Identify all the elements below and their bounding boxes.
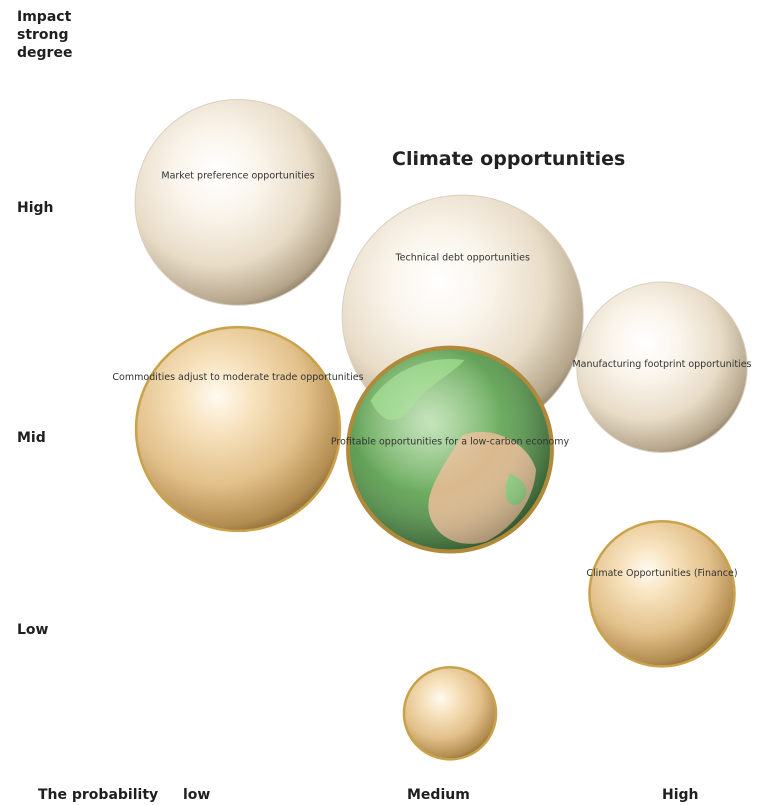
bubble <box>134 325 342 533</box>
bubble <box>576 281 748 453</box>
globe-shading <box>346 345 554 554</box>
x-axis-title: The probability <box>38 787 158 803</box>
bubble <box>346 345 554 554</box>
bubble <box>134 98 342 306</box>
bubble-sphere <box>588 520 736 668</box>
bubble-label: Market preference opportunities <box>161 170 314 181</box>
x-level-low: low <box>183 787 210 803</box>
bubble <box>588 520 736 668</box>
y-axis-title-line: Impact <box>17 9 72 25</box>
bubble-sphere <box>576 281 748 453</box>
bubble-sphere <box>134 98 342 306</box>
y-level-high: High <box>17 200 54 216</box>
y-level-mid: Mid <box>17 430 46 446</box>
bubble-label: Climate Opportunities (Finance) <box>586 568 737 579</box>
bubble-labels-layer: Market preference opportunities Technical… <box>112 170 751 578</box>
x-level-medium: Medium <box>407 787 470 803</box>
bubble-sphere <box>402 665 498 761</box>
bubble-label: Commodities adjust to moderate trade opp… <box>112 372 363 383</box>
bubble-label: Technical debt opportunities <box>394 253 529 264</box>
y-axis-title-line: degree <box>17 45 72 61</box>
y-level-low: Low <box>17 622 49 638</box>
y-axis-title: Impact strong degree <box>17 9 76 61</box>
bubble-label: Manufacturing footprint opportunities <box>572 359 751 370</box>
bubble <box>402 665 498 761</box>
bubbles-layer <box>134 98 748 761</box>
y-axis-title-line: strong <box>17 27 69 43</box>
bubble-sphere <box>134 325 342 533</box>
bubble-label: Profitable opportunities for a low-carbo… <box>331 437 570 448</box>
x-level-high: High <box>662 787 699 803</box>
chart-title: Climate opportunities <box>392 148 625 170</box>
